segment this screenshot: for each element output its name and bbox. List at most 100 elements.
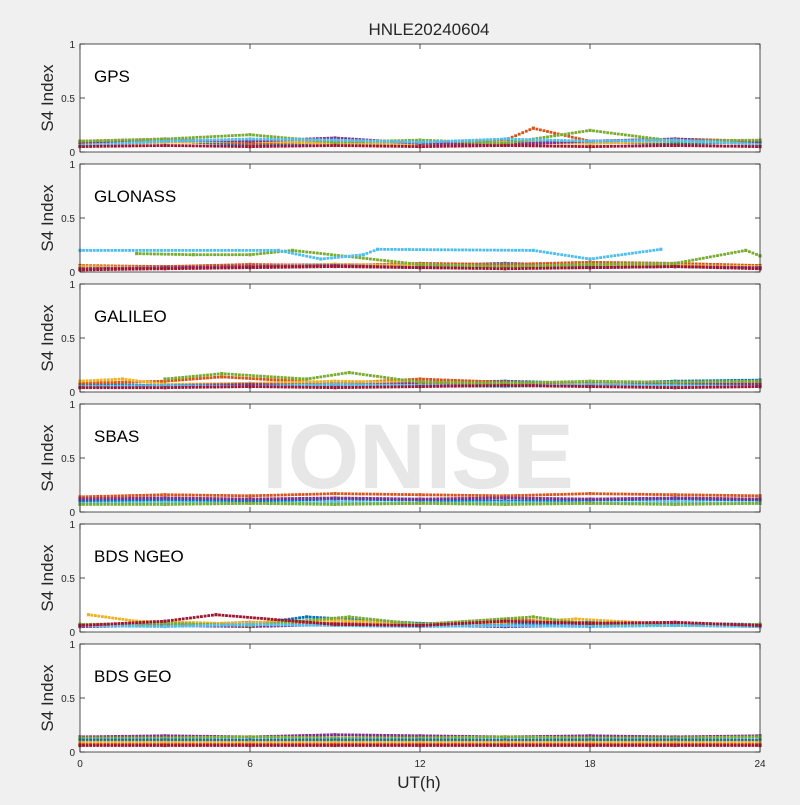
data-point	[355, 372, 358, 375]
data-point	[631, 266, 634, 269]
data-point	[277, 379, 280, 382]
data-point	[114, 145, 117, 148]
data-point	[695, 266, 698, 269]
data-point	[242, 498, 245, 501]
data-point	[192, 375, 195, 378]
data-point	[167, 267, 170, 270]
data-point	[248, 137, 251, 140]
data-point	[606, 263, 609, 266]
data-point	[401, 261, 404, 264]
data-point	[497, 144, 500, 147]
data-point	[358, 386, 361, 389]
data-point	[203, 497, 206, 500]
data-point	[468, 249, 471, 252]
data-point	[192, 378, 195, 381]
data-point	[238, 377, 241, 380]
data-point	[277, 138, 280, 141]
data-point	[752, 380, 755, 383]
data-point	[688, 259, 691, 262]
data-point	[652, 144, 655, 147]
data-point	[337, 265, 340, 268]
data-point	[238, 373, 241, 376]
data-point	[220, 372, 223, 375]
data-point	[163, 144, 166, 147]
data-point	[667, 262, 670, 265]
data-point	[309, 266, 312, 269]
data-point	[337, 139, 340, 142]
data-point	[376, 258, 379, 261]
data-point	[334, 254, 337, 257]
data-point	[408, 248, 411, 251]
data-point	[196, 253, 199, 256]
data-point	[199, 377, 202, 380]
data-point	[256, 253, 259, 256]
data-point	[252, 385, 255, 388]
data-point	[730, 139, 733, 142]
data-point	[227, 134, 230, 137]
data-point	[624, 266, 627, 269]
data-point	[720, 141, 723, 144]
data-point	[227, 376, 230, 379]
data-point	[89, 498, 92, 501]
data-point	[525, 265, 528, 268]
data-point	[585, 145, 588, 148]
data-point	[642, 381, 645, 384]
data-point	[316, 144, 319, 147]
data-point	[415, 145, 418, 148]
data-point	[585, 380, 588, 383]
data-point	[599, 256, 602, 259]
data-point	[649, 266, 652, 269]
data-point	[199, 386, 202, 389]
data-point	[270, 145, 273, 148]
data-point	[673, 386, 676, 389]
data-point	[160, 140, 163, 143]
data-point	[443, 248, 446, 251]
data-point	[337, 383, 340, 386]
data-point	[167, 503, 170, 506]
data-point	[213, 497, 216, 500]
data-point	[546, 145, 549, 148]
data-point	[341, 380, 344, 383]
data-point	[695, 258, 698, 261]
data-point	[281, 266, 284, 269]
data-point	[146, 503, 149, 506]
data-point	[571, 136, 574, 139]
data-point	[252, 145, 255, 148]
data-point	[567, 145, 570, 148]
data-point	[245, 145, 248, 148]
data-point	[550, 385, 553, 388]
data-point	[521, 249, 524, 252]
data-point	[288, 386, 291, 389]
data-point	[557, 381, 560, 384]
data-point	[454, 381, 457, 384]
data-point	[224, 145, 227, 148]
data-point	[461, 385, 464, 388]
data-point	[493, 138, 496, 141]
data-point	[663, 381, 666, 384]
data-point	[599, 140, 602, 143]
data-point	[465, 249, 468, 252]
data-point	[185, 267, 188, 270]
data-point	[185, 378, 188, 381]
data-point	[713, 494, 716, 497]
data-point	[160, 503, 163, 506]
data-point	[663, 503, 666, 506]
data-point	[574, 137, 577, 140]
data-point	[263, 266, 266, 269]
data-point	[312, 266, 315, 269]
data-point	[404, 385, 407, 388]
data-point	[231, 253, 234, 256]
data-point	[86, 268, 89, 271]
data-point	[574, 385, 577, 388]
data-point	[128, 503, 131, 506]
data-point	[479, 265, 482, 268]
data-point	[174, 140, 177, 143]
data-point	[149, 141, 152, 144]
data-point	[185, 494, 188, 497]
data-point	[397, 248, 400, 251]
data-point	[242, 253, 245, 256]
data-point	[553, 145, 556, 148]
data-point	[574, 493, 577, 496]
data-point	[157, 268, 160, 271]
